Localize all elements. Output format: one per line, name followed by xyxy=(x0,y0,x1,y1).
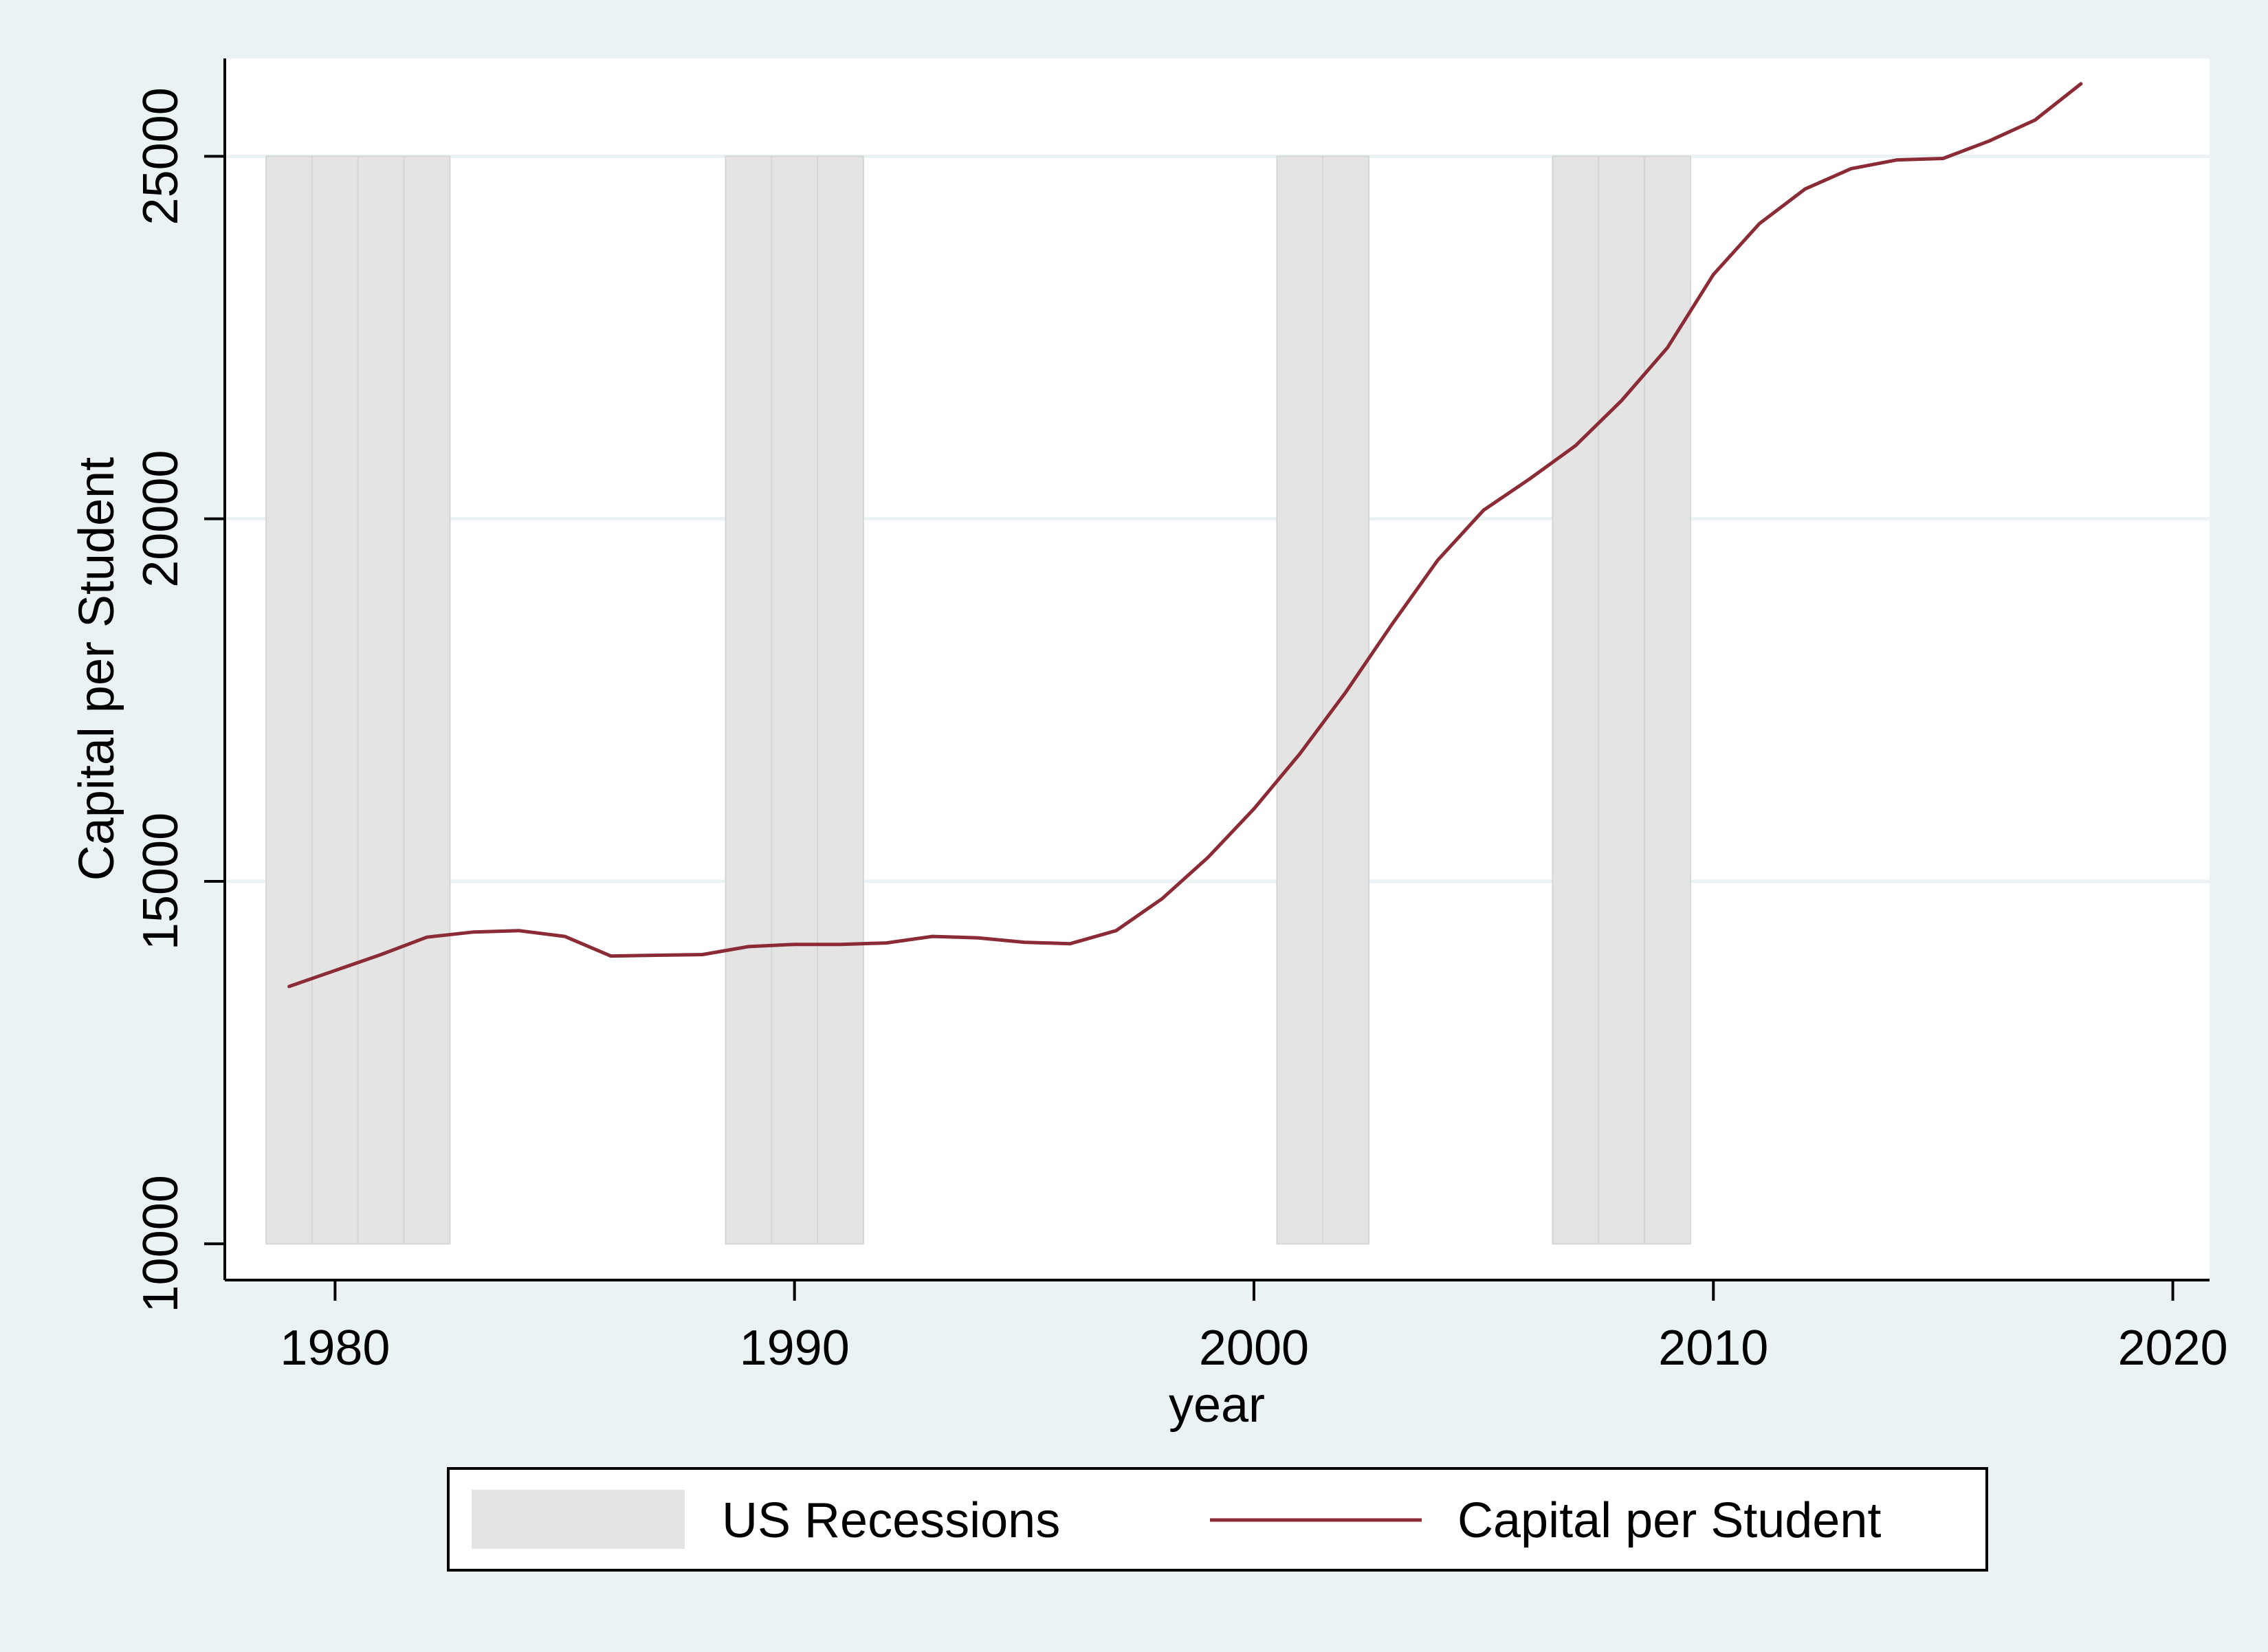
recession-bar xyxy=(725,155,773,1245)
recession-bar xyxy=(771,155,819,1245)
series-line-capital-per-student xyxy=(287,82,2083,989)
y-tick-label: 10000 xyxy=(133,1175,188,1312)
recession-bar xyxy=(403,155,451,1245)
y-axis-title: Capital per Student xyxy=(69,457,124,881)
recession-bar xyxy=(1276,155,1324,1245)
recession-bar xyxy=(1322,155,1370,1245)
legend-label-capital: Capital per Student xyxy=(1457,1493,1881,1548)
x-tick-label: 2000 xyxy=(1199,1321,1309,1376)
x-axis-title: year xyxy=(1169,1378,1265,1433)
recession-bar xyxy=(1598,155,1646,1245)
recession-bars xyxy=(265,155,1691,1245)
y-axis-ticks: 10000 15000 20000 25000 xyxy=(133,87,225,1312)
y-tick-label: 25000 xyxy=(133,87,188,225)
x-tick-label: 2020 xyxy=(2117,1321,2227,1376)
y-tick-label: 20000 xyxy=(133,450,188,588)
recession-bar xyxy=(1644,155,1691,1245)
x-tick-label: 1990 xyxy=(740,1321,850,1376)
legend-label-recessions: US Recessions xyxy=(722,1493,1060,1548)
recession-bar xyxy=(357,155,405,1245)
recession-bar xyxy=(1552,155,1600,1245)
recession-bar xyxy=(311,155,359,1245)
plot-area xyxy=(225,58,2210,1280)
series-layer xyxy=(287,82,2083,989)
recession-bar xyxy=(265,155,313,1245)
legend-swatch-recessions xyxy=(472,1490,685,1549)
y-tick-label: 15000 xyxy=(133,813,188,950)
x-tick-label: 2010 xyxy=(1658,1321,1768,1376)
recession-bar xyxy=(817,155,864,1245)
x-tick-label: 1980 xyxy=(280,1321,390,1376)
x-axis-ticks: 1980 1990 2000 2010 2020 xyxy=(280,1280,2228,1376)
gridlines xyxy=(225,154,2210,883)
legend: US Recessions Capital per Student xyxy=(447,1467,1988,1572)
